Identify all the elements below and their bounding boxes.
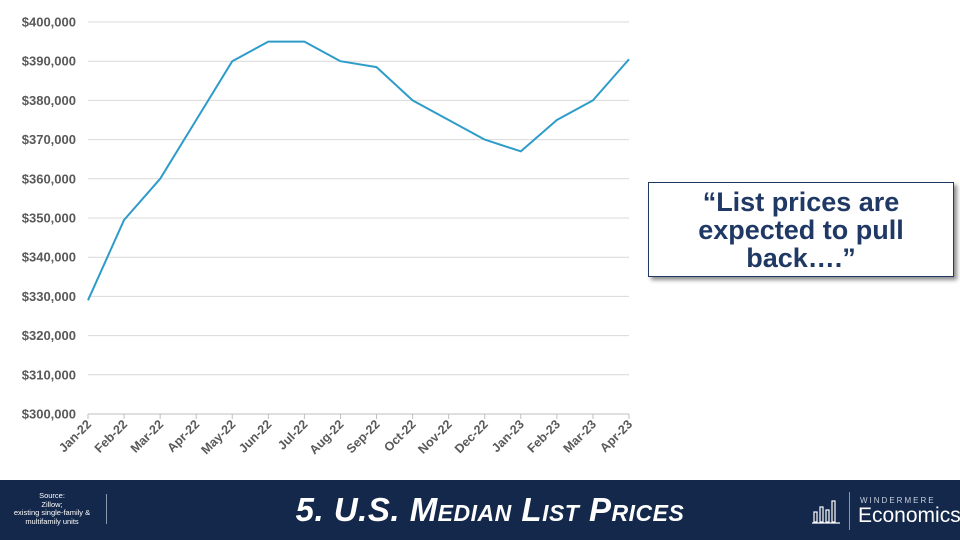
quote-callout-box: “List prices are expected to pull back….… xyxy=(648,182,954,277)
source-line: multifamily units xyxy=(25,516,79,526)
x-tick-label: Jun-22 xyxy=(236,417,274,455)
quote-callout-text: “List prices are expected to pull back….… xyxy=(698,188,904,272)
quote-line-2: expected to pull xyxy=(698,214,904,245)
y-tick-label: $300,000 xyxy=(22,407,76,422)
source-line: existing single-family & xyxy=(13,508,91,517)
x-tick-label: Feb-23 xyxy=(525,417,563,455)
logo-brand: WINDERMERE xyxy=(860,496,936,505)
x-tick-label: May-22 xyxy=(199,417,239,457)
quote-line-3: back….” xyxy=(746,242,856,273)
x-tick-label: Jul-22 xyxy=(275,417,310,452)
source-note: Source: Zillow; existing single-family &… xyxy=(0,491,104,526)
x-tick-label: Apr-22 xyxy=(164,417,202,455)
chart-gridlines xyxy=(88,21,629,376)
y-tick-label: $380,000 xyxy=(22,93,76,108)
bar-chart-logo-icon xyxy=(812,500,840,524)
y-tick-label: $370,000 xyxy=(22,132,76,147)
x-tick-label: Sep-22 xyxy=(344,417,383,456)
line-chart: $300,000 $310,000 $320,000 $330,000 $340,000… xyxy=(22,15,635,458)
y-tick-label: $400,000 xyxy=(22,15,76,30)
x-tick-label: Aug-22 xyxy=(307,417,347,457)
x-tick-label: Feb-22 xyxy=(92,417,130,455)
x-tick-label: Jan-23 xyxy=(489,417,527,455)
x-tick-label: Jan-22 xyxy=(56,417,94,455)
y-tick-label: $310,000 xyxy=(22,367,76,382)
footer-divider xyxy=(106,494,107,524)
logo-separator xyxy=(849,492,850,530)
logo-product: Economics xyxy=(858,504,960,527)
x-tick-label: Mar-22 xyxy=(128,417,166,455)
y-tick-label: $330,000 xyxy=(22,289,76,304)
x-tick-label: Oct-22 xyxy=(381,417,418,454)
slide-title: 5. U.S. Median List Prices xyxy=(295,491,685,528)
x-tick-label: Nov-22 xyxy=(415,417,454,456)
source-line: Source: xyxy=(39,491,65,500)
x-tick-label: Dec-22 xyxy=(452,417,491,456)
series-line xyxy=(87,40,630,301)
y-tick-label: $350,000 xyxy=(22,211,76,226)
y-tick-label: $340,000 xyxy=(22,250,76,265)
y-tick-label: $390,000 xyxy=(22,54,76,69)
x-tick-label: Mar-23 xyxy=(561,417,599,455)
source-line: Zillow; xyxy=(41,499,63,509)
x-axis xyxy=(87,413,630,419)
quote-line-1: “List prices are xyxy=(702,186,900,217)
y-tick-label: $320,000 xyxy=(22,328,76,343)
y-tick-label: $360,000 xyxy=(22,171,76,186)
chart-series xyxy=(87,40,630,301)
y-axis-tick-labels: $300,000 $310,000 $320,000 $330,000 $340,000… xyxy=(22,15,76,422)
x-tick-label: Apr-23 xyxy=(597,417,635,455)
footer-bar: Source: Zillow; existing single-family &… xyxy=(0,480,960,540)
